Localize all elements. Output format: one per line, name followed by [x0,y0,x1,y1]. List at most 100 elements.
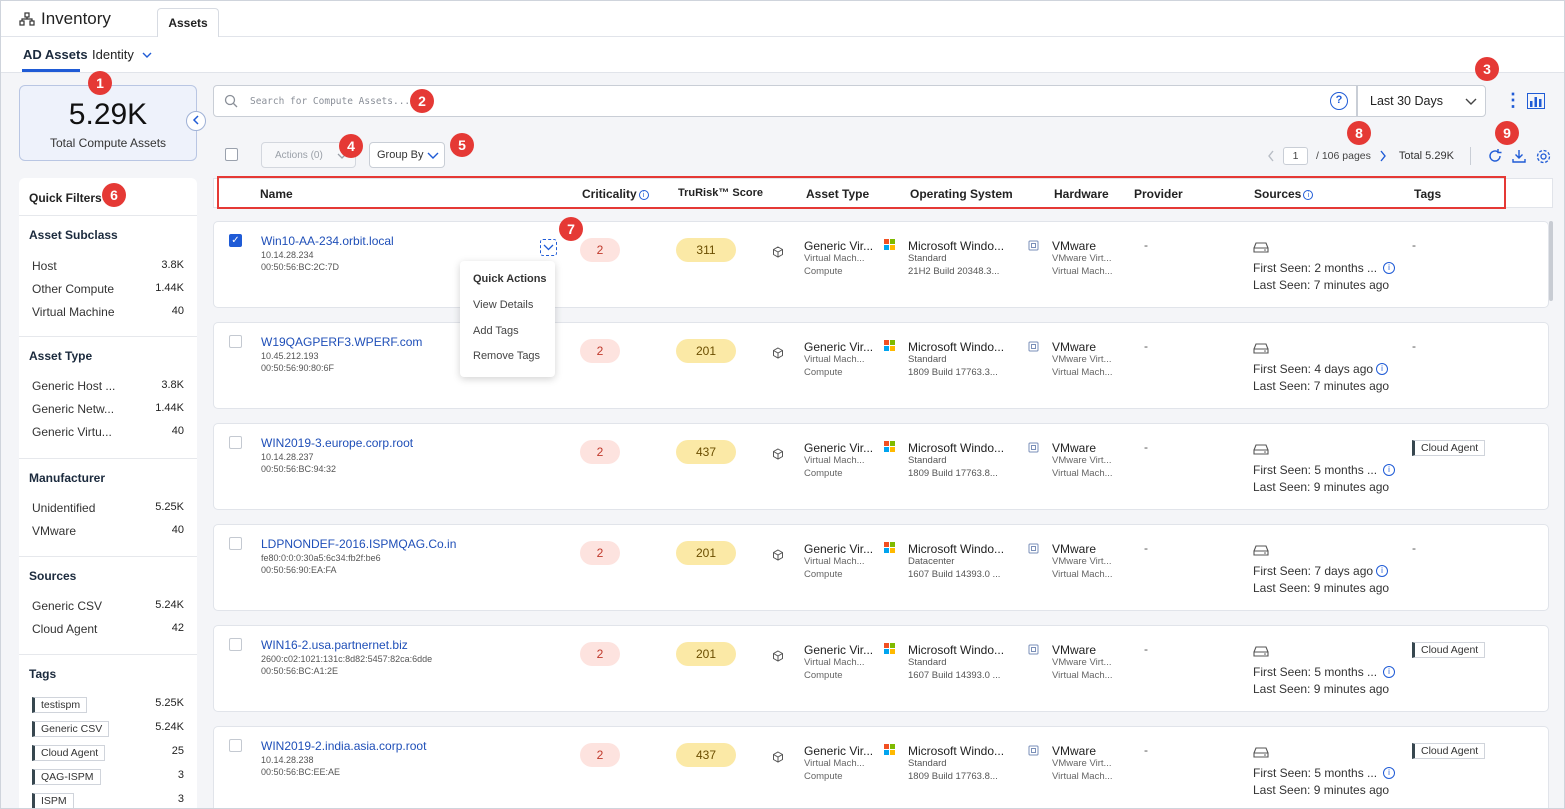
refresh-icon[interactable] [1487,148,1503,164]
download-icon[interactable] [1511,148,1527,164]
info-icon[interactable]: i [1383,666,1395,678]
filter-item[interactable]: Unidentified 5.25K [32,501,184,515]
column-header-provider[interactable]: Provider [1134,187,1183,201]
table-row[interactable]: LDPNONDEF-2016.ISPMQAG.Co.in fe80:0:0:0:3… [213,524,1549,611]
filter-item[interactable]: Cloud Agent 25 [32,745,184,761]
search-input[interactable]: Search for Compute Assets... [213,85,1357,117]
group-by-dropdown[interactable]: Group By [369,142,445,168]
filter-item[interactable]: VMware 40 [32,524,184,538]
asset-type: Generic Vir... [804,441,874,455]
filter-item-count: 5.24K [155,599,184,611]
tag-chip[interactable]: Cloud Agent [1412,743,1486,759]
asset-name-link[interactable]: WIN2019-2.india.asia.corp.root [261,739,427,753]
filter-section-manufacturer: Manufacturer Unidentified 5.25K VMware 40 [19,458,197,556]
table-row[interactable]: W19QAGPERF3.WPERF.com 10.45.212.193 00:50:… [213,322,1549,409]
asset-name-link[interactable]: WIN2019-3.europe.corp.root [261,436,414,450]
page-number-input[interactable]: 1 [1283,147,1308,165]
column-header-asset-type[interactable]: Asset Type [806,187,870,201]
filter-item[interactable]: ISPM 3 [32,793,184,808]
next-page-icon[interactable] [1379,150,1387,162]
first-seen: First Seen: 4 days ago [1253,362,1374,376]
info-icon[interactable]: i [638,189,649,200]
table-row[interactable]: WIN2019-3.europe.corp.root 10.14.28.237 00… [213,423,1549,510]
tag-chip[interactable]: Cloud Agent [1412,440,1486,456]
column-header-operating-system[interactable]: Operating System [910,187,1013,201]
column-header-name[interactable]: Name [260,187,293,201]
filter-item[interactable]: Host 3.8K [32,259,184,273]
column-header-trurisk[interactable]: TruRisk™ Score [678,187,763,199]
asset-name-link[interactable]: W19QAGPERF3.WPERF.com [261,335,423,349]
menu-item-view-details[interactable]: View Details [473,299,534,311]
info-icon[interactable]: i [1376,565,1388,577]
filter-section-tags: Tags testispm 5.25K Generic CSV 5.24K Clou… [19,654,197,808]
filter-item-count: 3 [177,769,184,781]
filter-section-title: Asset Subclass [29,228,118,242]
asset-category: Compute [804,771,843,782]
filter-item[interactable]: Generic CSV 5.24K [32,721,184,737]
asset-name-link[interactable]: Win10-AA-234.orbit.local [261,234,394,248]
column-header-criticality[interactable]: Criticality i [582,187,649,201]
group-by-label: Group By [377,149,424,161]
asset-category: Compute [804,569,843,580]
row-checkbox[interactable] [229,436,242,449]
row-checkbox[interactable] [229,638,242,651]
os-build: 1809 Build 17763.8... [908,771,998,782]
filter-item[interactable]: Other Compute 1.44K [32,282,184,296]
os-name: Microsoft Windo... [908,239,1005,253]
last-seen: Last Seen: 7 minutes ago [1253,278,1390,292]
row-checkbox[interactable]: ✓ [229,234,242,247]
column-header-sources[interactable]: Sources i [1254,187,1314,201]
filter-section-title: Tags [29,667,57,681]
filter-item[interactable]: Generic Netw... 1.44K [32,402,184,416]
collapse-panel-button[interactable] [186,111,206,131]
scrollbar[interactable] [1549,221,1553,301]
filter-item[interactable]: Cloud Agent 42 [32,622,184,636]
tab-assets[interactable]: Assets [157,8,219,37]
more-options-icon[interactable]: ⋮ [1504,90,1522,110]
asset-name-link[interactable]: WIN16-2.usa.partnernet.biz [261,638,408,652]
select-all-checkbox[interactable] [225,148,238,161]
criticality-badge: 2 [580,541,620,565]
row-checkbox[interactable] [229,537,242,550]
info-icon[interactable]: i [1383,464,1395,476]
filter-section-title: Manufacturer [29,471,106,485]
settings-icon[interactable] [1535,148,1552,165]
actions-dropdown[interactable]: Actions (0) [261,142,356,168]
row-actions-button[interactable] [540,239,557,256]
table-row[interactable]: ✓ Win10-AA-234.orbit.local 10.14.28.234 00:… [213,221,1549,308]
info-icon[interactable]: i [1383,767,1395,779]
filter-item[interactable]: QAG-ISPM 3 [32,769,184,785]
filter-item-count: 5.25K [155,501,184,513]
menu-item-remove-tags[interactable]: Remove Tags [473,350,541,362]
tab-identity[interactable]: Identity [92,47,152,62]
info-icon[interactable]: i [1383,262,1395,274]
filter-item-count: 42 [171,622,184,634]
column-header-hardware[interactable]: Hardware [1054,187,1109,201]
filter-item[interactable]: testispm 5.25K [32,697,184,713]
row-checkbox[interactable] [229,739,242,752]
table-row[interactable]: WIN16-2.usa.partnernet.biz 2600:c02:1021:… [213,625,1549,712]
prev-page-icon[interactable] [1267,150,1275,162]
callout-badge: 7 [559,217,583,241]
filter-item[interactable]: Generic Host ... 3.8K [32,379,184,393]
tab-ad-assets[interactable]: AD Assets [23,47,88,62]
info-icon[interactable]: i [1303,189,1314,200]
asset-subclass: Virtual Mach... [804,556,865,567]
table-row[interactable]: WIN2019-2.india.asia.corp.root 10.14.28.2… [213,726,1549,808]
date-range-select[interactable]: Last 30 Days [1357,85,1486,117]
info-icon[interactable]: i [1376,363,1388,375]
filter-item[interactable]: Generic CSV 5.24K [32,599,184,613]
filter-item[interactable]: Generic Virtu... 40 [32,425,184,439]
os-edition: Datacenter [908,556,955,567]
total-assets-label: Total Compute Assets [49,136,167,150]
asset-subclass: Virtual Mach... [804,657,865,668]
asset-name-link[interactable]: LDPNONDEF-2016.ISPMQAG.Co.in [261,537,457,551]
tag-chip[interactable]: Cloud Agent [1412,642,1486,658]
header-highlight-box [217,176,1506,209]
column-header-tags[interactable]: Tags [1414,187,1442,201]
help-icon[interactable]: ? [1330,92,1348,110]
chart-view-icon[interactable] [1527,93,1545,109]
menu-item-add-tags[interactable]: Add Tags [473,325,519,337]
row-checkbox[interactable] [229,335,242,348]
filter-item[interactable]: Virtual Machine 40 [32,305,184,319]
